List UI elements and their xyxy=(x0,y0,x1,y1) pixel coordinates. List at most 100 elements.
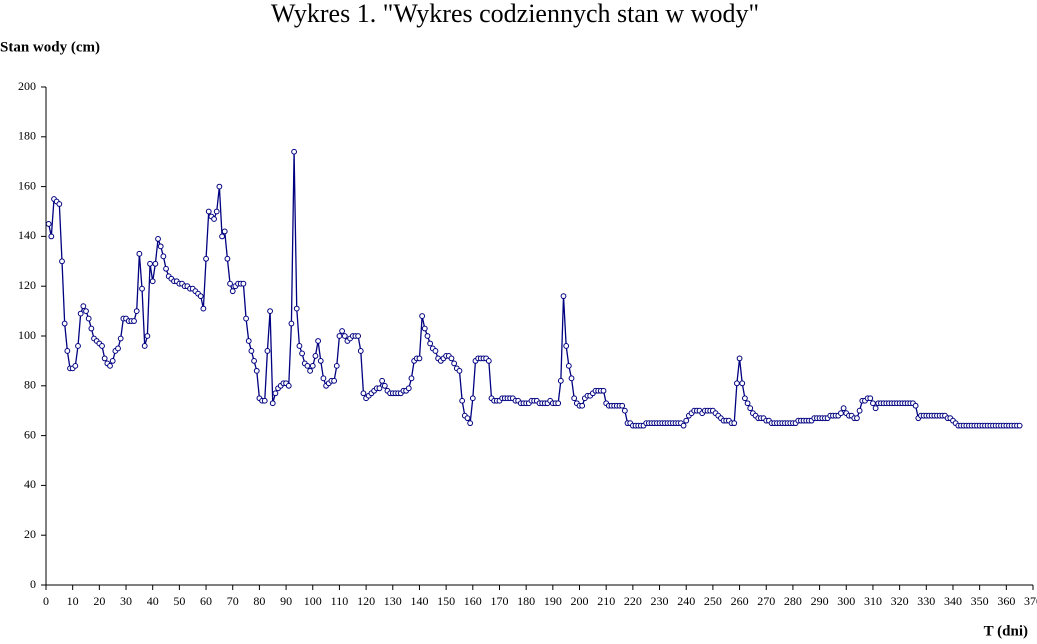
data-point xyxy=(48,233,55,240)
data-point xyxy=(160,253,167,260)
y-tick-label: 200 xyxy=(18,79,36,93)
y-tick-label: 40 xyxy=(24,477,36,491)
x-tick-label: 160 xyxy=(464,594,482,608)
data-point xyxy=(77,310,84,317)
data-point xyxy=(838,410,844,417)
data-point xyxy=(56,201,63,207)
data-point xyxy=(149,278,156,285)
data-point xyxy=(99,343,105,349)
data-point xyxy=(243,315,249,322)
data-point xyxy=(224,255,231,262)
data-point xyxy=(288,320,295,327)
y-tick-label: 160 xyxy=(18,178,36,192)
x-tick-label: 60 xyxy=(200,594,212,608)
data-point xyxy=(59,258,65,265)
data-point xyxy=(336,333,343,339)
data-point xyxy=(912,402,919,409)
data-point xyxy=(157,243,164,250)
data-point xyxy=(456,367,463,374)
x-axis-label: T (dni) xyxy=(984,623,1028,639)
data-point xyxy=(75,343,81,349)
data-point xyxy=(267,308,273,315)
data-point xyxy=(309,362,316,369)
data-point xyxy=(579,402,586,409)
x-tick-label: 10 xyxy=(67,594,79,608)
data-point xyxy=(315,338,321,344)
data-point xyxy=(840,405,847,412)
data-point xyxy=(734,380,740,387)
data-point xyxy=(264,348,271,354)
y-tick-label: 0 xyxy=(30,577,36,591)
x-tick-label: 80 xyxy=(253,594,265,608)
data-point xyxy=(416,355,423,362)
y-tick-label: 180 xyxy=(18,129,36,143)
data-point xyxy=(555,400,562,407)
data-point xyxy=(155,235,161,242)
data-point xyxy=(856,407,863,414)
data-point xyxy=(117,335,124,342)
data-point xyxy=(432,348,439,354)
data-point xyxy=(467,420,474,427)
data-point xyxy=(419,313,426,319)
data-point xyxy=(747,405,754,412)
data-point xyxy=(867,395,874,402)
data-point xyxy=(563,343,570,349)
data-point xyxy=(424,333,431,339)
y-tick-label: 140 xyxy=(18,228,36,242)
data-point xyxy=(355,333,362,339)
data-point xyxy=(448,355,455,362)
data-point xyxy=(339,328,346,334)
x-tick-label: 170 xyxy=(490,594,508,608)
data-point xyxy=(64,348,71,354)
data-point xyxy=(221,228,228,235)
data-point xyxy=(253,367,260,374)
x-tick-label: 280 xyxy=(784,594,802,608)
x-tick-label: 290 xyxy=(811,594,829,608)
x-tick-label: 0 xyxy=(43,594,49,608)
x-tick-label: 70 xyxy=(227,594,239,608)
data-point xyxy=(299,350,305,357)
chart-title: Wykres 1. "Wykres codziennych stan w wod… xyxy=(271,0,759,28)
data-point xyxy=(245,338,252,344)
y-tick-label: 20 xyxy=(24,527,36,541)
data-point xyxy=(739,380,746,387)
data-point xyxy=(141,343,148,349)
x-tick-label: 250 xyxy=(704,594,722,608)
x-tick-label: 40 xyxy=(147,594,159,608)
data-point xyxy=(621,407,628,414)
data-point xyxy=(152,260,159,267)
data-point xyxy=(376,385,383,392)
x-tick-label: 220 xyxy=(624,594,642,608)
data-point xyxy=(427,340,434,347)
data-point xyxy=(269,400,276,407)
data-point xyxy=(421,325,428,332)
data-point xyxy=(296,343,303,349)
data-point xyxy=(133,308,140,315)
data-point xyxy=(139,285,145,292)
data-point xyxy=(227,280,233,287)
x-tick-label: 200 xyxy=(571,594,589,608)
data-point xyxy=(312,353,319,359)
data-point xyxy=(45,221,52,227)
data-point xyxy=(320,375,327,382)
data-point xyxy=(205,208,212,215)
data-point xyxy=(147,260,153,267)
x-tick-label: 350 xyxy=(971,594,989,608)
data-point xyxy=(872,405,879,412)
x-tick-label: 330 xyxy=(917,594,935,608)
data-point xyxy=(742,395,748,402)
data-point xyxy=(464,415,471,422)
data-point xyxy=(1016,422,1023,429)
data-point xyxy=(261,397,268,404)
data-point xyxy=(379,377,386,384)
data-point xyxy=(870,400,876,407)
y-tick-label: 120 xyxy=(18,278,36,292)
data-point xyxy=(408,375,415,382)
data-point xyxy=(211,216,217,222)
x-tick-label: 30 xyxy=(120,594,132,608)
x-tick-label: 130 xyxy=(384,594,402,608)
x-tick-label: 230 xyxy=(651,594,669,608)
data-point xyxy=(357,348,364,354)
data-point xyxy=(229,288,236,295)
data-point xyxy=(565,362,572,369)
